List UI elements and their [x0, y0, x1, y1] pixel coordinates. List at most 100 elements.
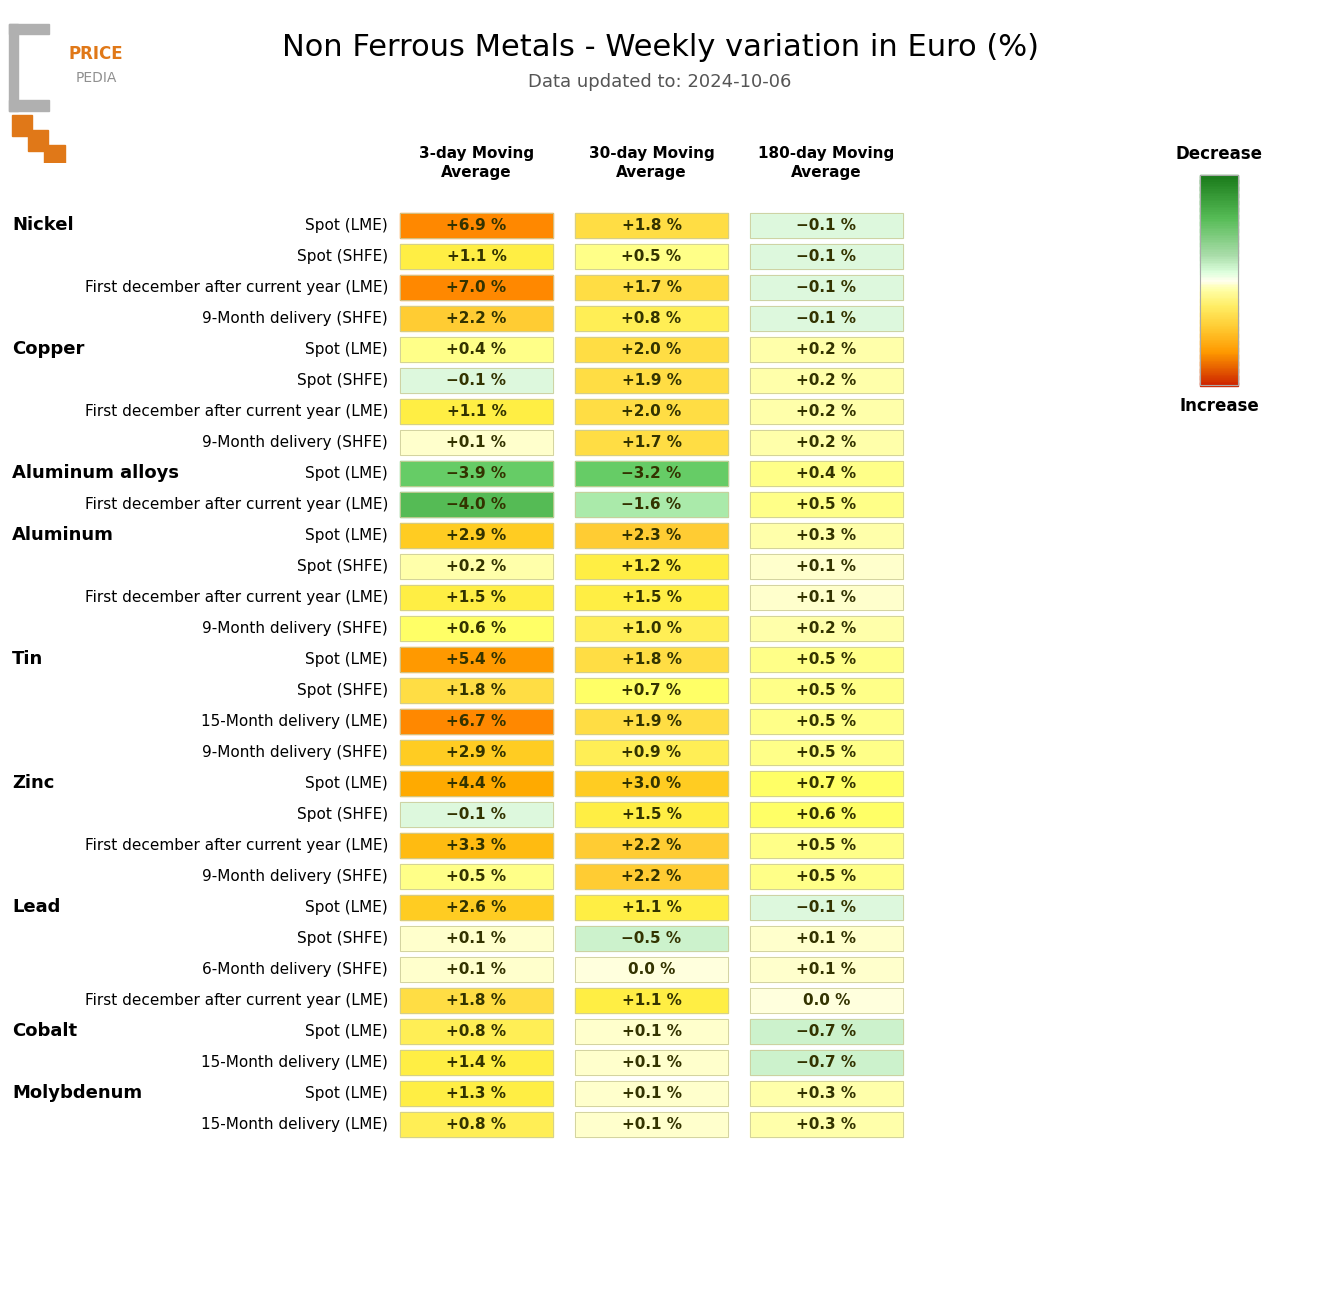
Bar — [400, 895, 553, 920]
Text: +1.9 %: +1.9 % — [622, 714, 681, 729]
Bar — [1200, 308, 1238, 311]
Bar — [400, 585, 553, 609]
Text: +2.0 %: +2.0 % — [622, 405, 681, 419]
Bar — [1200, 201, 1238, 204]
Bar — [750, 927, 903, 951]
Bar — [1200, 373, 1238, 375]
Text: +1.1 %: +1.1 % — [622, 993, 681, 1007]
Text: +1.8 %: +1.8 % — [446, 993, 507, 1007]
Bar — [750, 337, 903, 361]
Text: Zinc: Zinc — [12, 774, 54, 792]
Bar — [1200, 261, 1238, 264]
Bar — [1200, 282, 1238, 284]
Text: +0.7 %: +0.7 % — [796, 776, 857, 791]
Bar — [1200, 175, 1238, 385]
Bar — [1200, 264, 1238, 266]
Bar — [1200, 350, 1238, 352]
Bar — [1200, 301, 1238, 303]
Text: −0.1 %: −0.1 % — [796, 900, 857, 915]
Bar — [1200, 318, 1238, 321]
Bar — [1200, 283, 1238, 286]
Bar — [28, 130, 48, 151]
Bar — [750, 803, 903, 827]
Bar — [1200, 181, 1238, 184]
Text: +0.5 %: +0.5 % — [622, 249, 681, 264]
Text: +0.2 %: +0.2 % — [796, 621, 857, 636]
Bar — [750, 523, 903, 548]
Bar — [1200, 330, 1238, 333]
Bar — [750, 709, 903, 733]
Bar — [576, 616, 729, 641]
Bar — [1200, 248, 1238, 251]
Bar — [750, 740, 903, 765]
Bar — [750, 461, 903, 485]
Bar — [576, 523, 729, 548]
Bar — [576, 213, 729, 238]
Bar — [750, 957, 903, 981]
Bar — [400, 523, 553, 548]
Bar — [750, 1019, 903, 1044]
Bar — [1200, 299, 1238, 301]
Text: +1.7 %: +1.7 % — [622, 281, 681, 295]
Bar — [400, 337, 553, 361]
Bar — [400, 523, 553, 548]
Bar — [750, 305, 903, 331]
Bar — [1200, 338, 1238, 341]
Text: +0.5 %: +0.5 % — [796, 652, 857, 667]
Text: Non Ferrous Metals - Weekly variation in Euro (%): Non Ferrous Metals - Weekly variation in… — [281, 34, 1039, 63]
Bar — [576, 679, 729, 703]
Text: −3.9 %: −3.9 % — [446, 466, 507, 482]
Bar — [1200, 315, 1238, 317]
Bar — [576, 740, 729, 765]
Text: Spot (LME): Spot (LME) — [305, 652, 388, 667]
Bar — [1200, 252, 1238, 254]
Bar — [400, 927, 553, 951]
Text: +1.0 %: +1.0 % — [622, 621, 681, 636]
Text: Increase: Increase — [1179, 397, 1259, 415]
Bar — [750, 864, 903, 889]
Bar — [750, 833, 903, 857]
Bar — [1200, 322, 1238, 324]
Text: +0.1 %: +0.1 % — [796, 962, 857, 977]
Text: +0.5 %: +0.5 % — [796, 714, 857, 729]
Text: First december after current year (LME): First december after current year (LME) — [84, 281, 388, 295]
Text: +0.4 %: +0.4 % — [796, 466, 857, 482]
Bar — [1200, 307, 1238, 308]
Text: +1.5 %: +1.5 % — [446, 590, 507, 606]
Text: +3.3 %: +3.3 % — [446, 838, 507, 853]
Bar — [750, 555, 903, 579]
Bar — [1200, 380, 1238, 382]
Bar — [576, 431, 729, 455]
Bar — [576, 988, 729, 1013]
Text: −0.1 %: −0.1 % — [796, 218, 857, 234]
Bar — [750, 399, 903, 424]
Text: Spot (SHFE): Spot (SHFE) — [297, 249, 388, 264]
Bar — [400, 368, 553, 393]
Text: +0.5 %: +0.5 % — [796, 683, 857, 698]
Bar — [576, 833, 729, 857]
Text: +0.2 %: +0.2 % — [446, 559, 507, 574]
Text: +0.2 %: +0.2 % — [796, 373, 857, 388]
Bar — [1200, 238, 1238, 240]
Bar — [400, 679, 553, 703]
Bar — [1200, 298, 1238, 300]
Bar — [576, 957, 729, 981]
Bar — [400, 616, 553, 641]
Bar — [750, 740, 903, 765]
Bar — [1200, 375, 1238, 377]
Bar — [1200, 226, 1238, 228]
Bar — [400, 275, 553, 300]
Bar — [576, 740, 729, 765]
Bar — [1200, 296, 1238, 298]
Bar — [1200, 232, 1238, 235]
Bar — [576, 585, 729, 609]
Bar — [576, 1019, 729, 1044]
Bar — [400, 305, 553, 331]
Text: Decrease: Decrease — [1176, 145, 1262, 163]
Bar — [1200, 358, 1238, 359]
Text: +2.2 %: +2.2 % — [446, 311, 507, 326]
Text: +0.1 %: +0.1 % — [622, 1117, 681, 1131]
Bar — [400, 1051, 553, 1075]
Bar — [750, 431, 903, 455]
Bar — [576, 864, 729, 889]
